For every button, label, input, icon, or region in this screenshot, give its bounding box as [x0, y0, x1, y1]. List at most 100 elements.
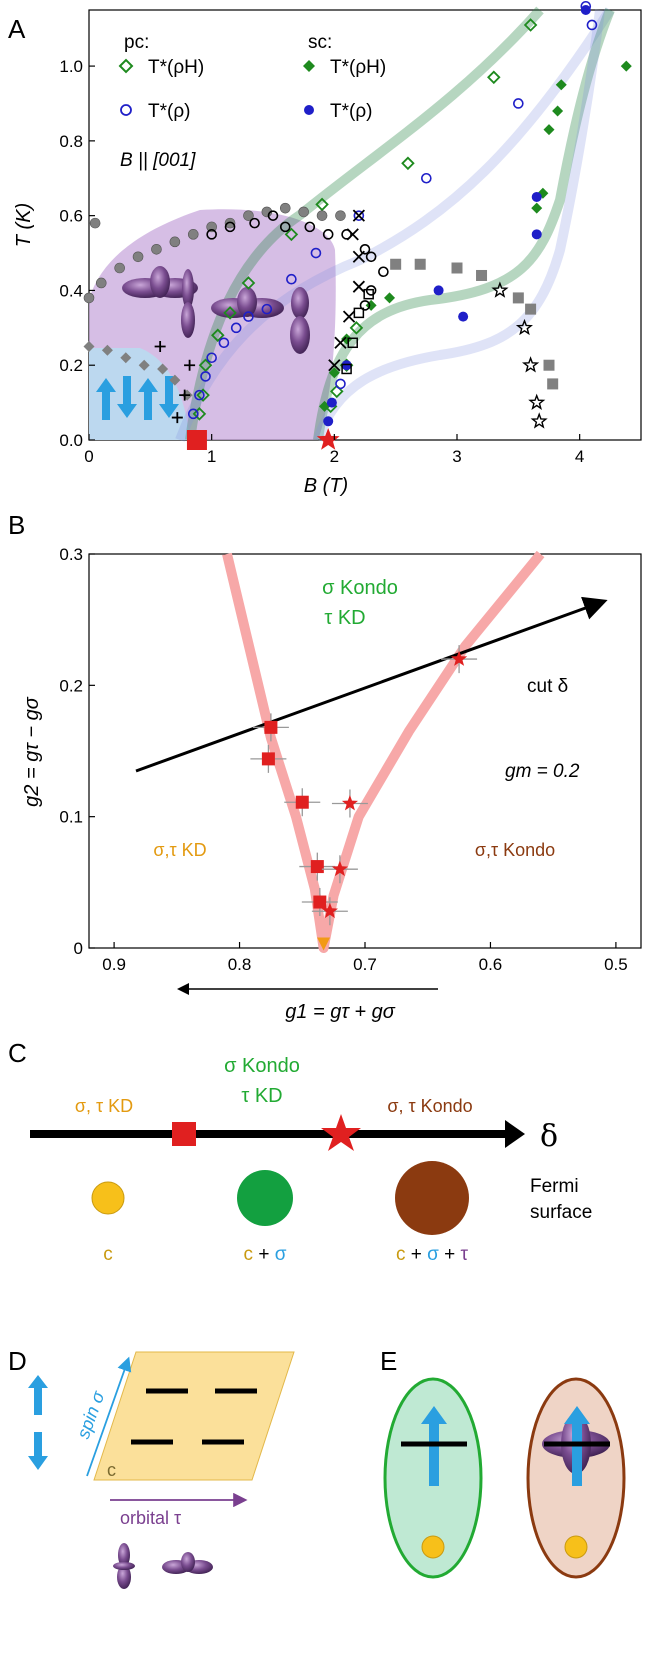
- phase-label-left: σ, τ KD: [75, 1096, 133, 1116]
- panel-a-xtick-label-1: 1: [207, 447, 216, 466]
- panel-a-xlabel: B (T): [304, 475, 348, 497]
- panel-a-point-s10-3: [171, 412, 183, 424]
- panel-a-point-s6-4: [157, 363, 169, 375]
- panel-letter-e: E: [380, 1346, 397, 1376]
- panel-a-point-s4-5: [169, 236, 181, 248]
- panel-a-point-s11-0: [491, 281, 509, 298]
- panel-a-point-s0-10: [523, 18, 538, 32]
- region-label-top-1: σ Kondo: [322, 577, 398, 599]
- panel-b-point-s1-1: [341, 795, 358, 811]
- panel-a-point-s5-1: [224, 221, 236, 233]
- orbital-axis-label: orbital τ: [120, 1508, 181, 1528]
- panel-b-xtick-label-0: 0.9: [102, 955, 126, 974]
- panel-a-point-s8-0: [363, 288, 374, 300]
- fermi-surface-small: [91, 1181, 125, 1215]
- panel-a-frame: [88, 9, 642, 441]
- panel-a-point-s6-3: [138, 359, 150, 371]
- panel-a-point-s11-4: [530, 412, 548, 429]
- panel-a-point-s3-1: [326, 397, 337, 408]
- panel-a-ytick-label-1: 0.2: [59, 356, 83, 375]
- spin-down-icon: [28, 1432, 48, 1470]
- panel-b-point-s0-0: [264, 720, 278, 734]
- panel-a-point-s1-12: [513, 98, 524, 109]
- panel-a-point-s3-3: [433, 285, 444, 296]
- panel-a-point-s9-2: [352, 250, 366, 263]
- spin-axis-label: spin σ: [73, 1388, 109, 1442]
- panel-letter-d: D: [8, 1346, 27, 1376]
- fermi-label-2: surface: [530, 1202, 592, 1223]
- band-green-sc: [313, 8, 615, 441]
- panel-a-point-s10-1: [184, 359, 196, 371]
- fermi-surface-large: [395, 1161, 469, 1235]
- phase-boundary: [222, 550, 545, 953]
- legend-sc-title: sc:: [308, 32, 332, 53]
- phase-label-mid-1: σ Kondo: [224, 1055, 300, 1077]
- panel-a-point-s9-5: [334, 336, 347, 349]
- spin-axis-arrow: [86, 1356, 132, 1477]
- panel-b-point-s1-0: [451, 650, 468, 666]
- panel-b-xlabel: g1 = gτ + gσ: [285, 1001, 396, 1023]
- panel-c-diagram: σ, τ KD σ Kondo τ KD σ, τ Kondo δ Fermi …: [30, 1055, 592, 1265]
- panel-b-point-s1-2: [331, 860, 348, 877]
- panel-a-point-s4-14: [335, 210, 346, 221]
- panel-b-point-s1-3: [321, 902, 338, 919]
- panel-a-ytick-label-5: 1.0: [59, 57, 83, 76]
- panel-a-point-s0-1: [196, 388, 210, 402]
- panel-a-point-s0-9: [487, 70, 501, 85]
- panel-a-point-s1-0: [187, 408, 199, 420]
- panel-a-point-s2-1: [328, 367, 340, 379]
- panel-a-chart: 0 1 2 3 4 0.0 0.2 0.4 0.6 0.8 1.0 pc: sc: T*(ρH) T…: [13, 0, 642, 497]
- panel-a-point-s5-4: [279, 221, 291, 233]
- panel-a-point-s0-5: [241, 276, 256, 290]
- panel-a-point-s7-6: [543, 359, 555, 371]
- panel-b-point-s0-4: [313, 895, 327, 909]
- panel-a-point-s1-1: [194, 389, 205, 401]
- panel-a-point-s4-1: [95, 277, 107, 289]
- panel-a-point-s1-10: [353, 210, 365, 221]
- panel-a-point-s4-12: [298, 206, 309, 218]
- panel-a-point-s4-3: [132, 251, 144, 263]
- panel-a-point-s1-6: [243, 311, 254, 322]
- panel-a-point-s2-5: [531, 202, 543, 214]
- panel-a-point-s5-9: [365, 251, 377, 263]
- panel-letter-a: A: [8, 14, 26, 44]
- spin-arrows: [96, 376, 179, 420]
- phase-label-right: σ, τ Kondo: [387, 1096, 472, 1116]
- panel-a-point-s4-0: [83, 292, 95, 304]
- panel-a-point-s5-8: [359, 244, 371, 255]
- region-label-left: σ,τ KD: [153, 840, 206, 860]
- panel-a-point-s5-12: [359, 300, 371, 311]
- panel-a-point-s1-4: [218, 337, 230, 349]
- panel-a-point-s7-1: [414, 258, 426, 270]
- panel-a-ytick-label-3: 0.6: [59, 207, 83, 226]
- panel-a-point-s5-7: [341, 229, 352, 240]
- legend-filled-diamond: [303, 60, 315, 72]
- panel-a-point-s8-1: [353, 307, 365, 319]
- legend-pc-title: pc:: [124, 32, 149, 53]
- panel-a-ylabel: T (K): [13, 203, 35, 247]
- region-label-top-2: τ KD: [324, 607, 365, 629]
- c-electron-green: [421, 1535, 445, 1559]
- panel-a-point-s9-6: [328, 359, 341, 372]
- panel-a-point-s0-4: [223, 306, 237, 320]
- panel-b-ytick-label-1: 0.1: [59, 808, 83, 827]
- panel-a-point-s9-0: [352, 209, 366, 222]
- legend-pc-rho: T*(ρ): [148, 101, 190, 122]
- panel-a-point-s3-0: [323, 416, 334, 427]
- panel-a-point-s7-5: [525, 303, 537, 315]
- panel-a-xtick-label-2: 2: [330, 447, 339, 466]
- panel-a-point-s0-14: [349, 321, 364, 335]
- c-electron-brown: [564, 1535, 588, 1559]
- panel-a-point-s4-2: [114, 262, 125, 274]
- panel-b-point-s2-0: [317, 937, 331, 951]
- region-label-right: σ,τ Kondo: [475, 840, 555, 860]
- panel-b-xtick-label-1: 0.8: [228, 955, 252, 974]
- orbital-icons: [113, 1543, 213, 1589]
- field-annotation: B || [001]: [120, 150, 196, 171]
- panel-b-ytick-label-3: 0.3: [59, 545, 83, 564]
- panel-a-point-s1-2: [200, 371, 211, 382]
- cut-delta-arrow: [135, 596, 608, 773]
- panel-a-point-s0-12: [330, 384, 344, 399]
- panel-a-point-s1-15: [335, 378, 346, 390]
- panel-a-point-s2-9: [555, 79, 567, 91]
